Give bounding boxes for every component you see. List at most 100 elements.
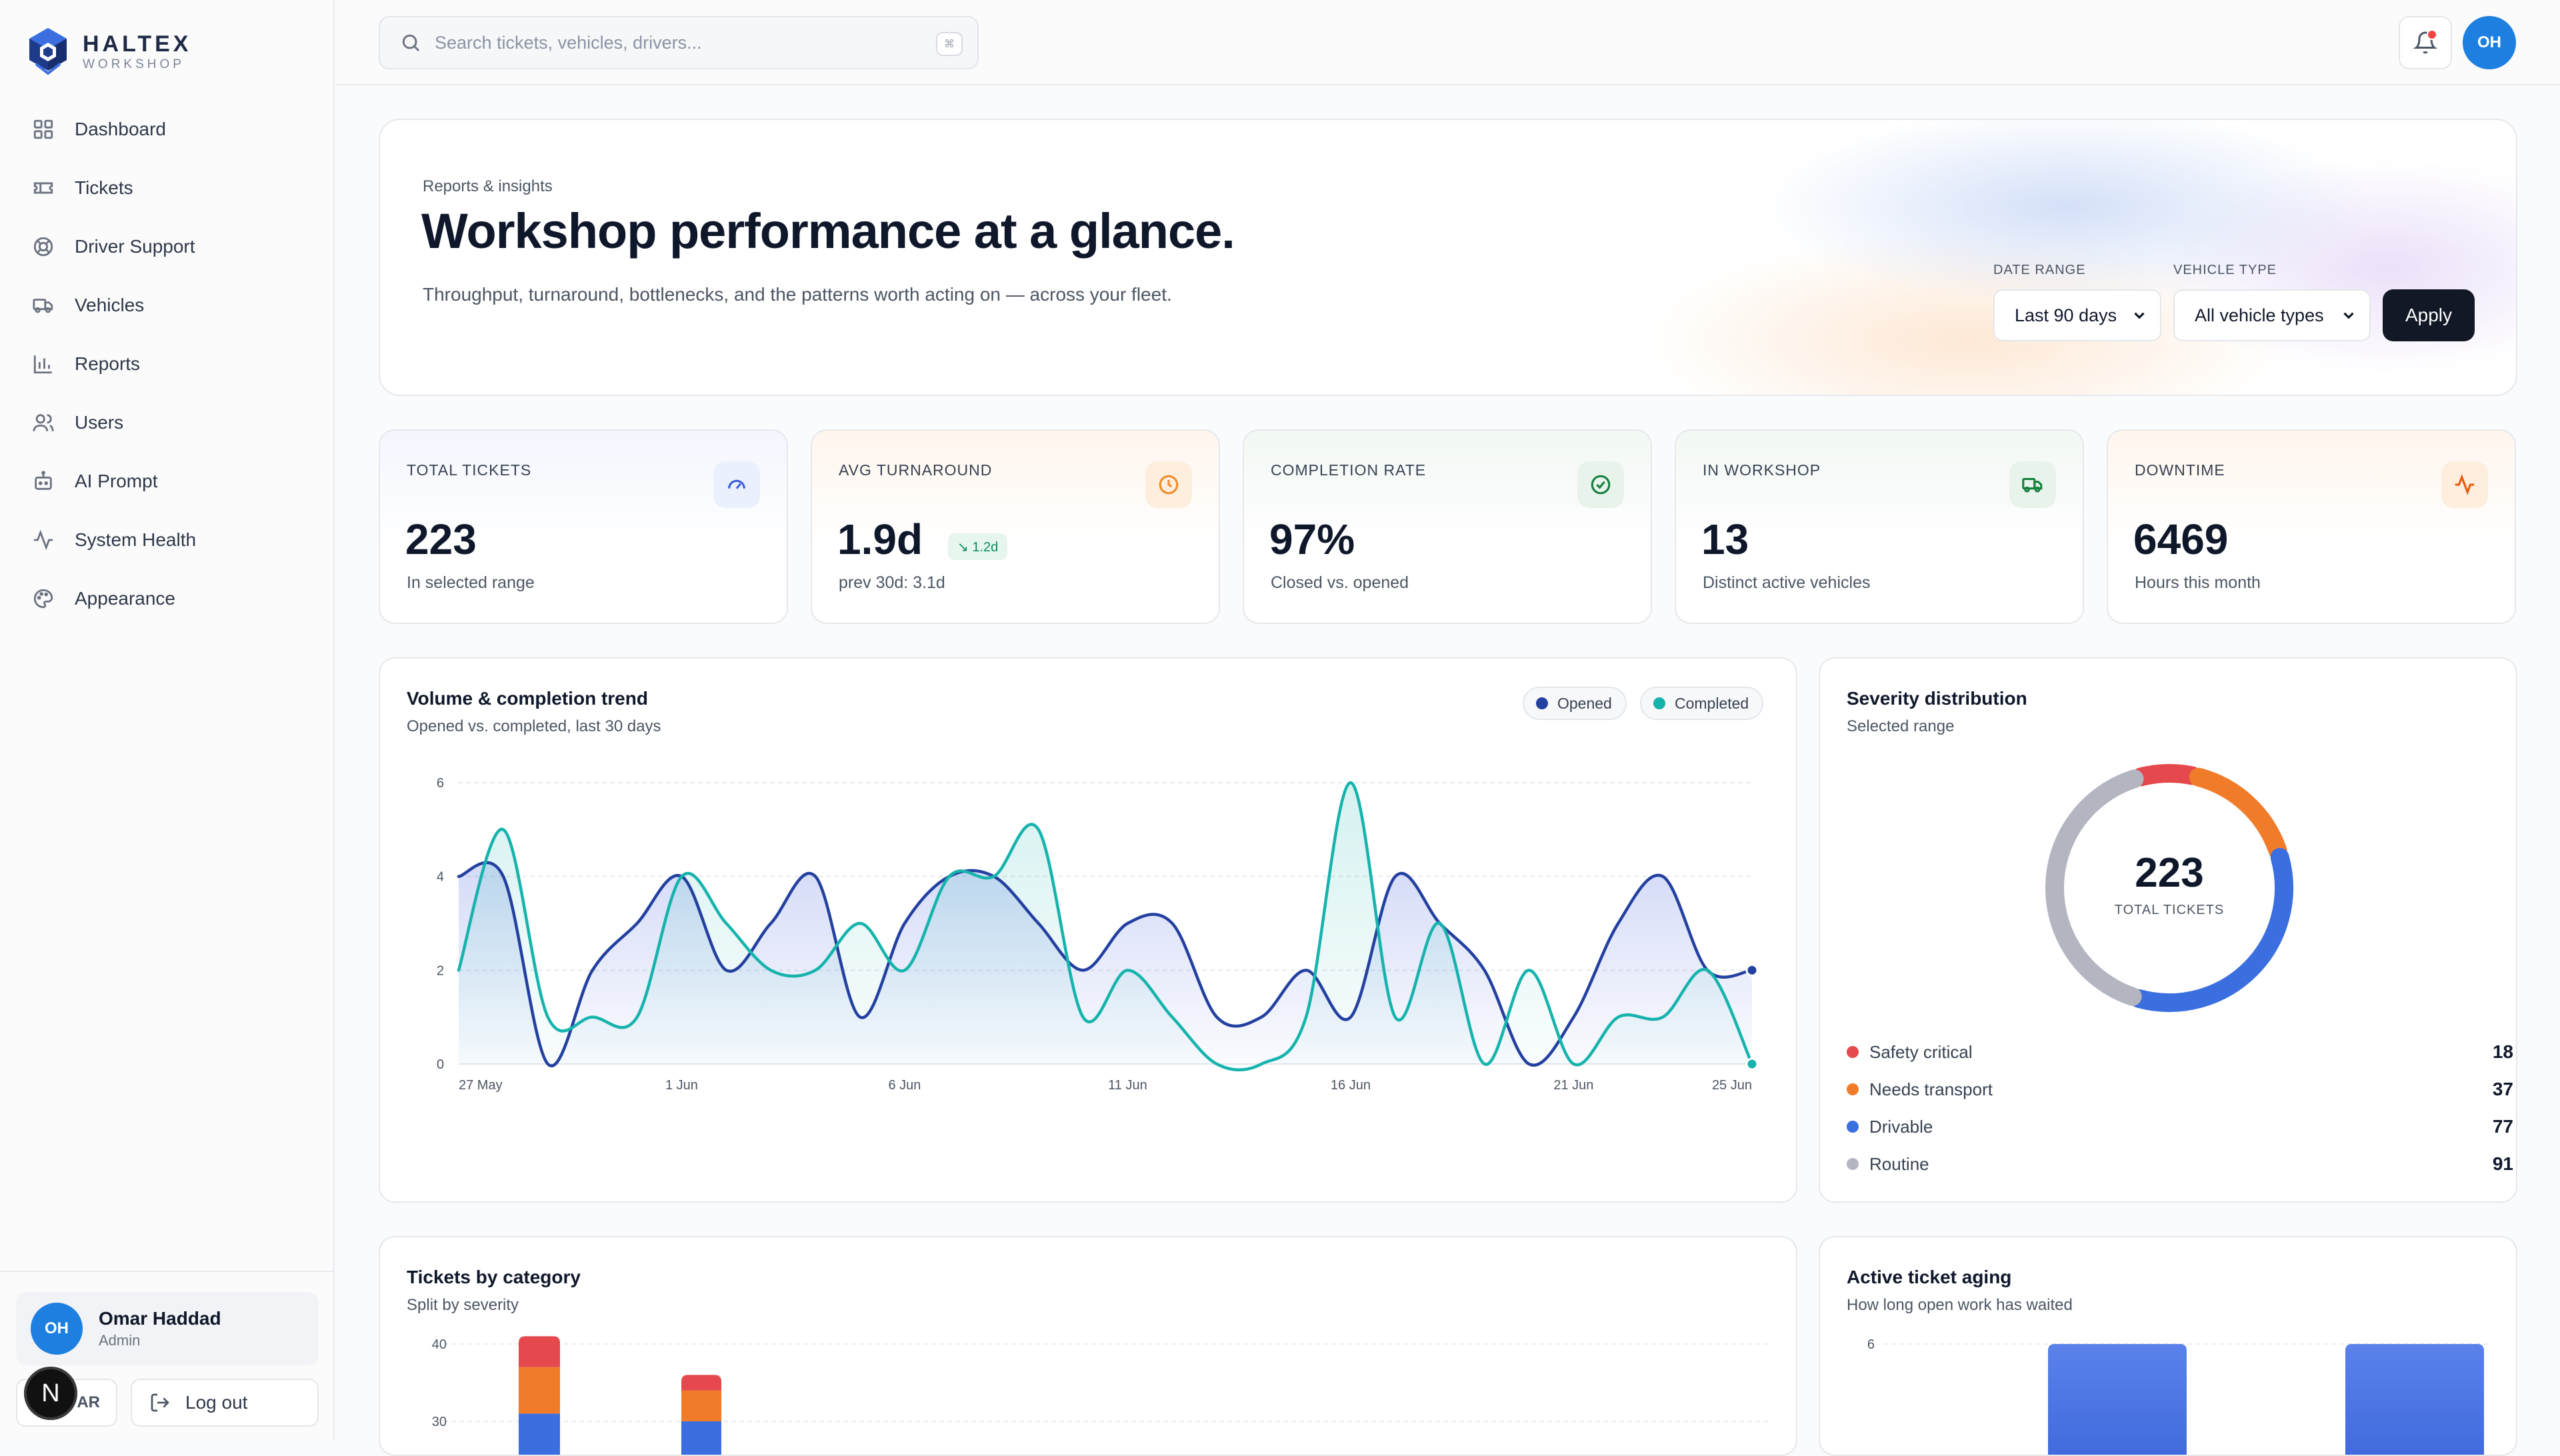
lifebuoy-icon — [33, 237, 53, 257]
kpi-subtext: Hours this month — [2135, 573, 2261, 592]
activity-icon — [33, 529, 53, 551]
kpi-card-completion-rate: COMPLETION RATE 97% Closed vs. opened — [1243, 429, 1652, 624]
kpi-card-in-workshop: IN WORKSHOP 13 Distinct active vehicles — [1675, 429, 2084, 624]
vehicle-type-value: All vehicle types — [2195, 305, 2324, 325]
sidebar-item-label: Vehicles — [75, 295, 145, 315]
category-bar-segment — [681, 1421, 721, 1455]
severity-value: 18 — [2492, 1041, 2513, 1062]
truck-icon — [33, 299, 53, 313]
notifications-button[interactable] — [2399, 16, 2452, 69]
kpi-subtext: prev 30d: 3.1d — [839, 573, 945, 592]
kpi-value: 97% — [1269, 515, 1355, 563]
search-input[interactable] — [435, 32, 928, 53]
gauge-icon — [728, 479, 745, 489]
hero-panel: Reports & insights Workshop performance … — [379, 119, 2517, 396]
kpi-card-downtime: DOWNTIME 6469 Hours this month — [2107, 429, 2516, 624]
kpi-card-avg-turnaround: AVG TURNAROUND 1.9d ↘ 1.2d prev 30d: 3.1… — [811, 429, 1220, 624]
sidebar-item-dashboard[interactable]: Dashboard — [16, 100, 319, 159]
logout-button[interactable]: Log out — [131, 1379, 319, 1427]
series-line-opened — [457, 861, 1754, 1067]
legend-opened[interactable]: Opened — [1523, 687, 1627, 720]
series-area-completed — [459, 783, 1752, 1070]
n-badge[interactable]: N — [24, 1367, 77, 1420]
kpi-label: IN WORKSHOP — [1703, 461, 1821, 479]
trend-chart: 0 2 4 6 27 May 1 Jun 6 Jun 11 Jun 16 Jun 21 Jun 25… — [437, 776, 1759, 1093]
chevron-down-icon — [2134, 312, 2145, 319]
x-tick-label: 1 Jun — [665, 1078, 698, 1093]
apply-button[interactable]: Apply — [2383, 289, 2475, 341]
category-bar-segment — [681, 1390, 721, 1421]
category-card: Tickets by category Split by severity 40… — [379, 1236, 1797, 1456]
user-name: Omar Haddad — [99, 1308, 221, 1329]
severity-row-routine: Routine 91 — [1847, 1151, 2513, 1177]
kpi-card-total-tickets: TOTAL TICKETS 223 In selected range — [379, 429, 788, 624]
x-tick-label: 27 May — [459, 1078, 503, 1093]
x-tick-label: 25 Jun — [1712, 1078, 1752, 1093]
sidebar-item-tickets[interactable]: Tickets — [16, 159, 319, 217]
severity-label: Drivable — [1869, 1116, 1933, 1137]
category-bar-chart: 40 30 — [432, 1336, 1772, 1455]
kpi-icon-box — [1145, 461, 1192, 508]
sidebar-item-driver-support[interactable]: Driver Support — [16, 217, 319, 276]
card-subtitle: Opened vs. completed, last 30 days — [407, 717, 661, 735]
sidebar-item-ai-prompt[interactable]: AI Prompt — [16, 452, 319, 511]
severity-dot — [1847, 1158, 1859, 1170]
severity-value: 91 — [2492, 1153, 2513, 1174]
sidebar-item-system-health[interactable]: System Health — [16, 511, 319, 569]
sidebar-nav: Dashboard Tickets Driver Support Vehicle… — [16, 100, 319, 628]
kpi-label: DOWNTIME — [2135, 461, 2225, 479]
y-tick-label: 6 — [437, 776, 444, 791]
sidebar-item-appearance[interactable]: Appearance — [16, 569, 319, 628]
grid-icon — [33, 119, 53, 139]
severity-value: 77 — [2492, 1116, 2513, 1137]
x-tick-label: 11 Jun — [1108, 1078, 1147, 1093]
user-avatar-button[interactable]: OH — [2463, 16, 2516, 69]
donut-slice-drivable — [2129, 847, 2293, 1012]
card-subtitle: Selected range — [1847, 717, 1955, 735]
legend-dot — [1536, 697, 1548, 709]
x-tick-label: 16 Jun — [1331, 1078, 1371, 1093]
kpi-value: 1.9d — [837, 515, 923, 563]
severity-dot — [1847, 1083, 1859, 1095]
language-label: AR — [77, 1393, 100, 1411]
user-card[interactable]: OH Omar Haddad Admin — [16, 1292, 319, 1365]
y-tick-label: 40 — [432, 1337, 447, 1352]
date-range-select[interactable]: Last 90 days — [1993, 289, 2161, 341]
donut-total: 223 — [2135, 850, 2204, 896]
brand[interactable]: HALTEX WORKSHOP — [27, 25, 191, 77]
legend-completed[interactable]: Completed — [1640, 687, 1764, 720]
card-title: Severity distribution — [1847, 688, 2027, 709]
severity-row-safety-critical: Safety critical 18 — [1847, 1039, 2513, 1065]
search-bar[interactable]: ⌘ — [379, 16, 979, 69]
donut-slice-routine — [2045, 769, 2144, 1006]
kpi-value: 13 — [1701, 515, 1749, 563]
users-icon — [33, 414, 54, 431]
y-tick-label: 6 — [1867, 1337, 1875, 1352]
kpi-label: TOTAL TICKETS — [407, 461, 532, 479]
legend-dot — [1653, 697, 1665, 709]
vehicle-type-label: VEHICLE TYPE — [2173, 263, 2277, 277]
bar-chart-icon — [33, 355, 52, 374]
severity-donut-chart — [2045, 764, 2293, 1012]
sidebar-footer: OH Omar Haddad Admin AR N Log out — [0, 1271, 335, 1440]
sidebar-item-label: Appearance — [75, 588, 176, 609]
aging-bar-chart: 6 — [1867, 1337, 2492, 1455]
brand-name: HALTEX — [83, 31, 192, 57]
date-range-label: DATE RANGE — [1993, 263, 2086, 277]
sidebar-item-reports[interactable]: Reports — [16, 335, 319, 393]
series-end-point-opened — [1745, 963, 1759, 977]
vehicle-type-select[interactable]: All vehicle types — [2173, 289, 2371, 341]
card-title: Active ticket aging — [1847, 1267, 2012, 1287]
severity-row-needs-transport: Needs transport 37 — [1847, 1076, 2513, 1103]
ticket-icon — [33, 182, 53, 194]
y-tick-label: 2 — [437, 963, 444, 978]
sidebar-item-label: Users — [75, 412, 124, 433]
check-circle-icon — [1591, 475, 1611, 495]
sidebar-item-vehicles[interactable]: Vehicles — [16, 276, 319, 335]
avatar: OH — [31, 1303, 83, 1355]
card-title: Volume & completion trend — [407, 688, 648, 709]
series-line-completed — [457, 781, 1754, 1071]
severity-row-drivable: Drivable 77 — [1847, 1113, 2513, 1140]
x-tick-label: 6 Jun — [888, 1078, 921, 1093]
sidebar-item-users[interactable]: Users — [16, 393, 319, 452]
